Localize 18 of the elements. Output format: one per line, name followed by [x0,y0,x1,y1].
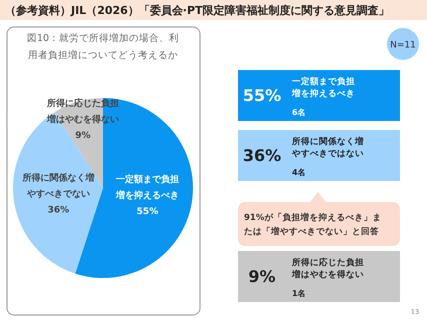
slice-label: 所得に関係なく増やすべきでない [21,172,94,200]
chart-title: 図10：就労で所得増加の場合、利用者負担増についてどう考えるか [26,32,180,61]
text: 36% [242,146,282,165]
text: 4名 [292,168,306,177]
text: N=11 [390,40,416,50]
text: 一定額まで負担増を抑えるべき [291,76,355,99]
text: 9% [248,267,276,286]
data-label: 36% [48,206,70,216]
data-label: 9% [75,130,91,141]
slice-label: 一定額まで負担増を抑えるべき [114,174,179,202]
text: 6名 [292,108,306,117]
text: 91%が「負担増を抑えるべき」または「増やすべきでない」と回答 [244,211,382,237]
data-label: 55% [136,207,158,218]
text: 所得に関係なく増やすべきではない [291,135,364,159]
text: 55% [242,86,282,105]
text: （参考資料）JIL（2026）「委員会·PT限定障害福祉制度に関する意見調査」 [5,4,390,17]
text: 所得に応じた負担増はやむを得ない [291,257,364,280]
text: 1名 [292,289,306,298]
